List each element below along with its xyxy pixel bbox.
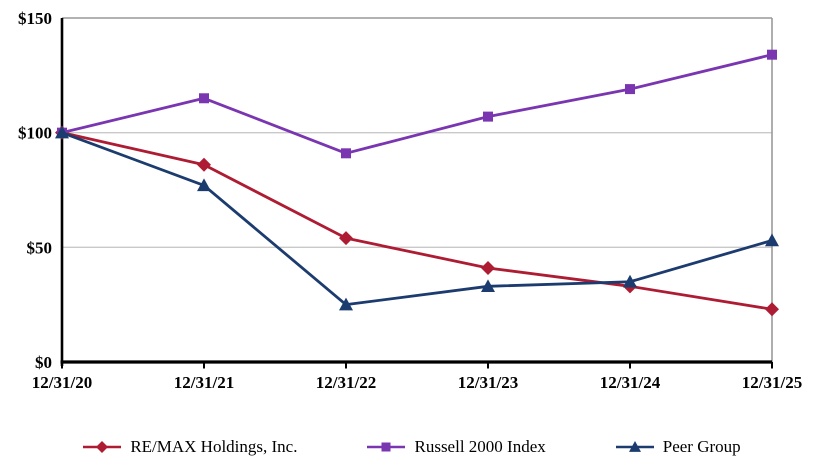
data-point-marker: [767, 49, 777, 60]
x-axis-label: 12/31/25: [742, 373, 802, 392]
data-point-marker: [481, 279, 495, 293]
legend-marker: [381, 442, 391, 451]
x-axis-label: 12/31/20: [32, 373, 92, 392]
data-point-marker: [765, 233, 779, 247]
legend-label-remax: RE/MAX Holdings, Inc.: [130, 437, 298, 456]
data-point-marker: [199, 93, 209, 104]
data-point-marker: [765, 302, 779, 317]
y-axis-label: $100: [18, 124, 52, 143]
data-point-marker: [197, 178, 211, 192]
data-point-marker: [483, 111, 493, 122]
legend-glyph-russell-2000: [367, 442, 406, 451]
x-axis-label: 12/31/21: [174, 373, 234, 392]
x-axis-label: 12/31/22: [316, 373, 376, 392]
series-line-1: [60, 53, 774, 155]
legend-label-russell-2000: Russell 2000 Index: [414, 437, 546, 456]
performance-chart: 12/31/20 12/31/21 12/31/22 12/31/23 12/31/24…: [18, 9, 802, 392]
series-line-0: [60, 131, 774, 311]
y-axis-label: $150: [18, 9, 52, 28]
legend-glyph-remax: [83, 440, 122, 453]
x-axis-label: 12/31/23: [458, 373, 518, 392]
y-axis-label: $50: [27, 238, 53, 257]
legend-item-remax: RE/MAX Holdings, Inc.: [81, 438, 297, 455]
legend-glyph-peer-group: [615, 440, 654, 452]
legend-label-peer-group: Peer Group: [662, 437, 741, 456]
data-point-marker: [197, 157, 211, 172]
legend-item-russell-2000: Russell 2000 Index: [365, 437, 546, 456]
data-point-marker: [623, 274, 637, 288]
data-point-marker: [625, 84, 635, 95]
x-axis-label: 12/31/24: [600, 373, 661, 392]
data-point-marker: [481, 260, 495, 275]
data-point-marker: [339, 231, 353, 246]
legend-marker: [628, 440, 641, 452]
y-axis-label: $0: [35, 353, 52, 372]
legend-item-peer-group: Peer Group: [614, 438, 741, 455]
data-point-marker: [55, 125, 69, 139]
data-point-marker: [341, 148, 351, 159]
series-line-2: [60, 131, 774, 307]
data-point-marker: [339, 297, 353, 311]
chart-legend: RE/MAX Holdings, Inc. Russell 2000 Index…: [0, 438, 822, 455]
legend-marker: [96, 440, 109, 453]
